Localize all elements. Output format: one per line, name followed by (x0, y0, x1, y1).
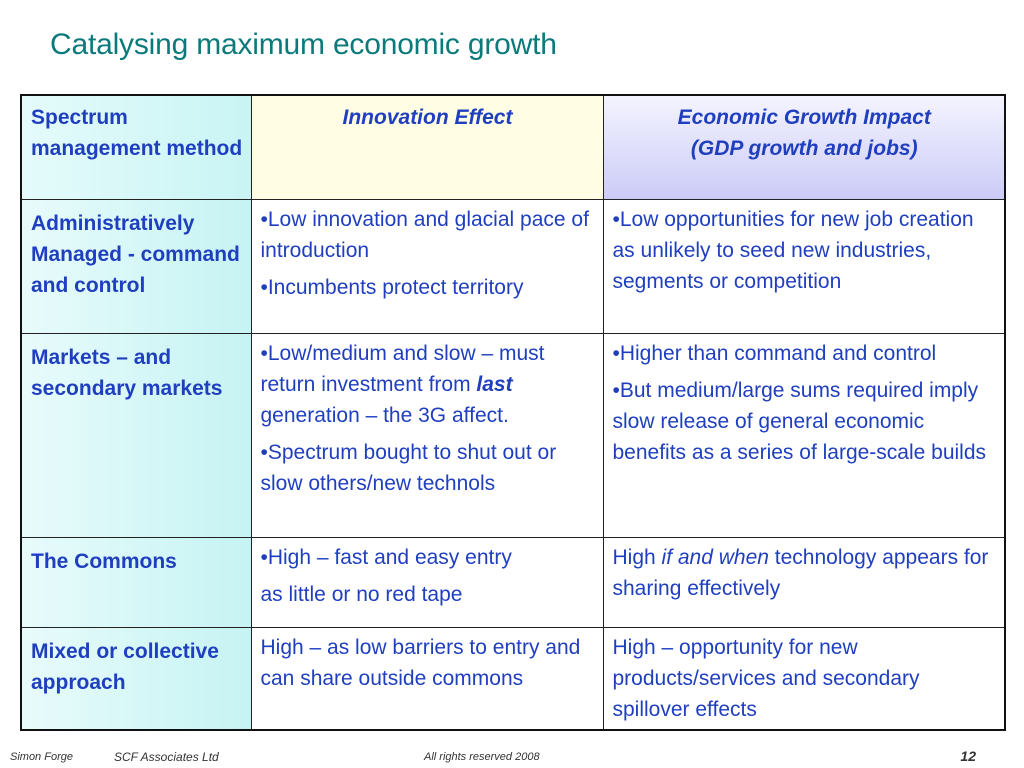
row-growth: High – opportunity for new products/serv… (602, 626, 1006, 730)
text-run: •Low/medium and slow – must return inves… (260, 341, 545, 396)
table-row: Mixed or collective approach High – as l… (20, 626, 1006, 730)
bullet-text: •High – fast and easy entry (260, 545, 512, 569)
bullet-text: •Low innovation and glacial pace of intr… (260, 207, 589, 262)
row-method: The Commons (20, 536, 252, 628)
header-innovation-label: Innovation Effect (342, 106, 513, 129)
table-row: Markets – and secondary markets •Low/med… (20, 332, 1006, 538)
row-growth: High if and when technology appears for … (602, 536, 1006, 628)
row-innovation: High – as low barriers to entry and can … (250, 626, 604, 730)
page-number: 12 (960, 748, 976, 764)
row-innovation: •High – fast and easy entry as little or… (250, 536, 604, 628)
header-growth: Economic Growth Impact (GDP growth and j… (602, 94, 1006, 200)
bullet-text: •But medium/large sums required imply sl… (612, 378, 987, 464)
bullet-text: •Spectrum bought to shut out or slow oth… (260, 440, 557, 495)
slide-title: Catalysing maximum economic growth (50, 28, 557, 61)
bullet-text: High if and when technology appears for … (613, 542, 997, 604)
row-growth: •Low opportunities for new job creation … (602, 198, 1006, 334)
bullet-text: •Low opportunities for new job creation … (612, 207, 974, 293)
header-growth-line1: Economic Growth Impact (677, 106, 931, 129)
text-run: technology appears for sharing effective… (612, 545, 989, 600)
comparison-table: Spectrum management method Innovation Ef… (20, 94, 1006, 731)
row-method: Mixed or collective approach (20, 626, 252, 730)
footer-rights: All rights reserved 2008 (424, 751, 540, 763)
table-row: The Commons •High – fast and easy entry … (20, 536, 1006, 628)
row-innovation: •Low/medium and slow – must return inves… (250, 332, 604, 538)
header-innovation: Innovation Effect (250, 94, 604, 200)
footer-company: SCF Associates Ltd (114, 750, 219, 764)
footer-author: Simon Forge (10, 751, 73, 763)
table-row: Administratively Managed - command and c… (20, 198, 1006, 334)
header-growth-line2: (GDP growth and jobs) (690, 137, 918, 160)
text-run: High (612, 545, 662, 569)
row-innovation: •Low innovation and glacial pace of intr… (250, 198, 604, 334)
text-run: generation – the 3G affect. (260, 403, 509, 427)
row-method: Administratively Managed - command and c… (20, 198, 252, 334)
row-growth: •Higher than command and control •But me… (602, 332, 1006, 538)
bullet-text: as little or no red tape (260, 582, 463, 606)
emphasis-text: if and when (661, 545, 769, 569)
bullet-text: High – opportunity for new products/serv… (612, 635, 920, 721)
bullet-text: •Low/medium and slow – must return inves… (261, 338, 595, 431)
row-method: Markets – and secondary markets (20, 332, 252, 538)
header-method: Spectrum management method (20, 94, 252, 200)
bullet-text: •Incumbents protect territory (260, 275, 524, 299)
bullet-text: High – as low barriers to entry and can … (260, 635, 581, 690)
header-row: Spectrum management method Innovation Ef… (20, 94, 1006, 200)
emphasis-text: last (476, 372, 513, 396)
bullet-text: •Higher than command and control (612, 341, 937, 365)
